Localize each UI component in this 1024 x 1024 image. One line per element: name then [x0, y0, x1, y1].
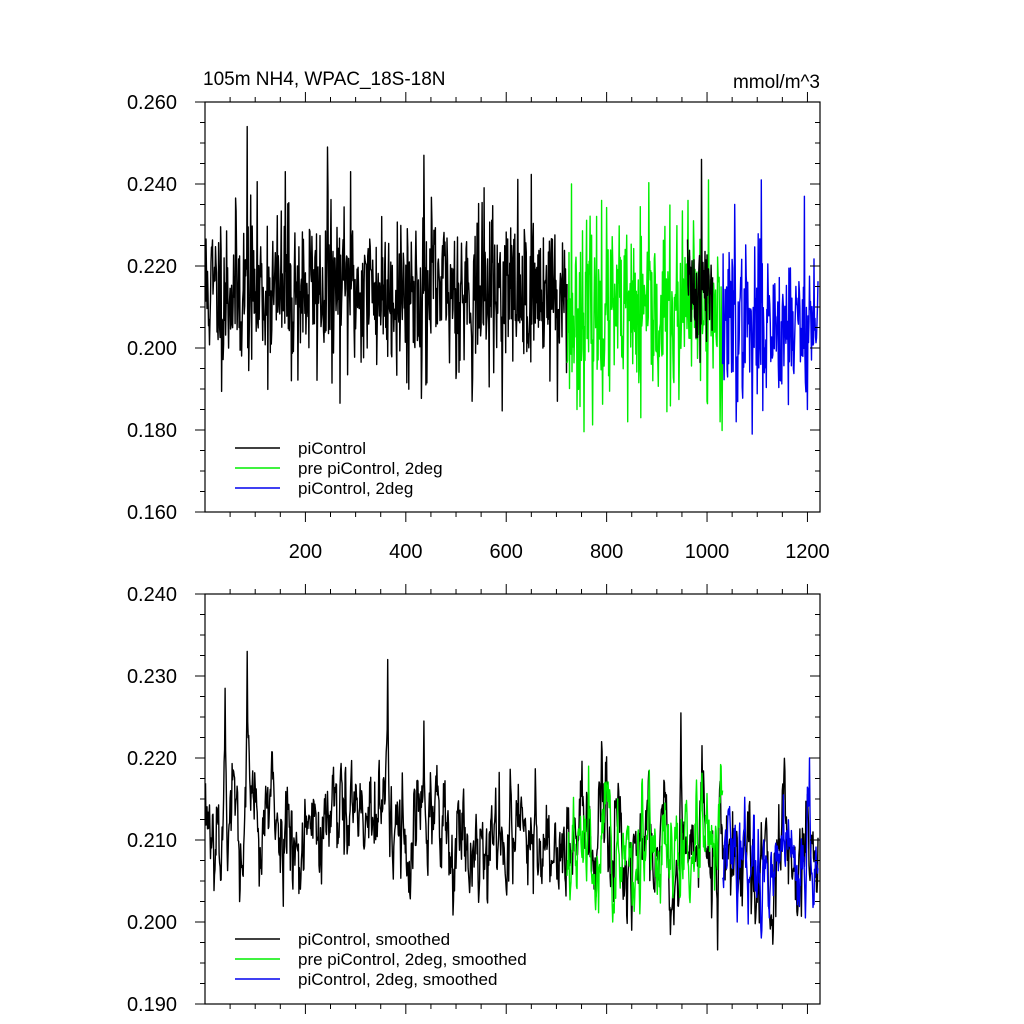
x-tick-label: 1000: [685, 541, 730, 563]
y-tick-label: 0.240: [127, 174, 177, 196]
top-panel: 105m NH4, WPAC_18S-18N mmol/m^3 200 400 60…: [127, 69, 830, 563]
series-line-0-3: [686, 158, 714, 364]
x-tick-label: 800: [590, 541, 623, 563]
legend-label: pre piControl, 2deg: [298, 459, 443, 478]
series-line-0-2: [721, 179, 819, 435]
series-line-1-2: [721, 757, 819, 939]
x-tick-label: 200: [289, 541, 322, 563]
bottom-panel: 0.190 0.200 0.210 0.220 0.230 0.240 piControl…: [127, 584, 821, 1016]
y-tick-label: 0.200: [127, 338, 177, 360]
series-line-0-0: [205, 125, 568, 412]
y-tick-label: 0.200: [127, 912, 177, 934]
x-tick-label: 1200: [785, 541, 830, 563]
legend-label: piControl, 2deg, smoothed: [298, 970, 497, 989]
y-tick-label: 0.260: [127, 92, 177, 114]
y-tick-label: 0.240: [127, 584, 177, 606]
legend-label: piControl, smoothed: [298, 930, 450, 949]
y-tick-label: 0.210: [127, 830, 177, 852]
top-chart-title: 105m NH4, WPAC_18S-18N: [203, 69, 446, 90]
y-tick-label: 0.180: [127, 420, 177, 442]
y-tick-label: 0.190: [127, 994, 177, 1016]
series-line-1-1: [566, 763, 724, 923]
y-tick-label: 0.160: [127, 502, 177, 524]
x-tick-label: 600: [490, 541, 523, 563]
top-axes: 200 400 600 800 1000 1200 0.160 0.180 0.200 0.220…: [127, 92, 830, 563]
top-series-group: [205, 125, 819, 435]
y-tick-label: 0.220: [127, 256, 177, 278]
x-tick-label: 400: [389, 541, 422, 563]
bottom-axes: 0.190 0.200 0.210 0.220 0.230 0.240: [127, 584, 820, 1016]
y-tick-label: 0.220: [127, 748, 177, 770]
series-line-1-0: [205, 650, 819, 951]
legend-label: pre piControl, 2deg, smoothed: [298, 950, 527, 969]
bottom-series-group: [205, 650, 819, 951]
legend-label: piControl, 2deg: [298, 479, 413, 498]
top-chart-units: mmol/m^3: [733, 72, 820, 93]
y-tick-label: 0.230: [127, 666, 177, 688]
legend-label: piControl: [298, 439, 366, 458]
